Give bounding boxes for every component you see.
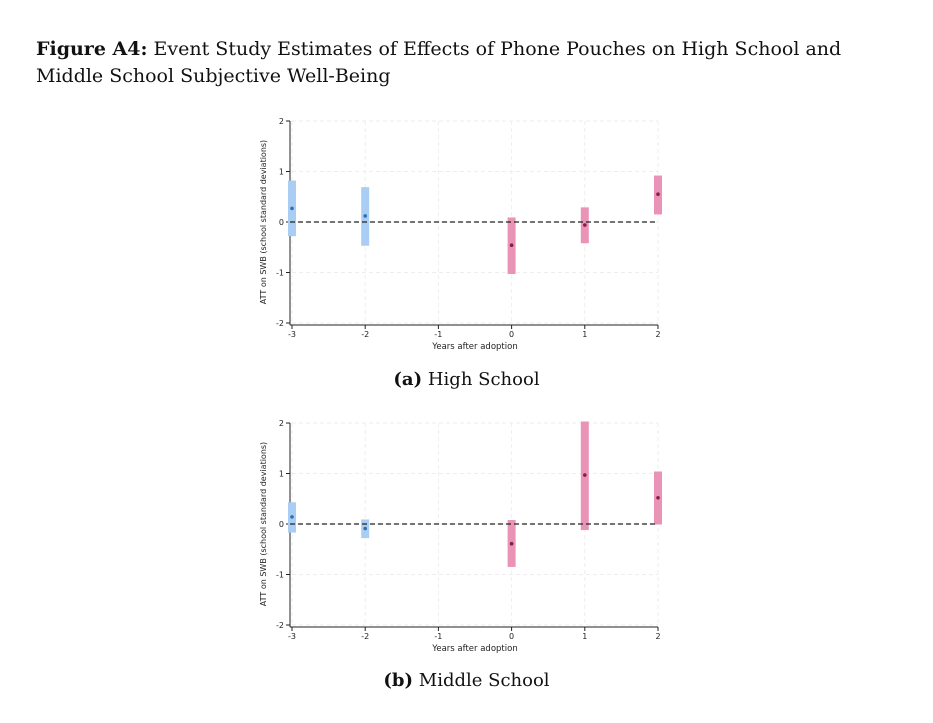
caption-letter: (b) — [383, 670, 414, 691]
point-estimate — [363, 526, 367, 531]
x-tick-label: -3 — [288, 632, 296, 641]
y-tick-label: -1 — [276, 571, 284, 580]
y-tick-label: -1 — [276, 269, 284, 278]
caption-text: Middle School — [418, 670, 550, 691]
x-tick-label: 2 — [655, 330, 660, 339]
y-tick-label: 0 — [279, 520, 284, 529]
x-tick-label: -2 — [361, 330, 369, 339]
figure-title: Figure A4: Event Study Estimates of Effe… — [36, 36, 906, 90]
point-estimate — [583, 473, 587, 477]
figure-label: Figure A4: — [36, 38, 148, 60]
point-estimate — [656, 192, 660, 197]
chart-middle-school: 2 1 0 -1 -2 -3 -2 -1 0 1 2 Years after adoption ATT … — [259, 419, 662, 654]
chart-panel-high-school: 2 1 0 -1 -2 -3 -2 -1 0 1 2 Years after adoption ATT … — [240, 112, 680, 362]
point-estimate — [656, 495, 660, 500]
x-axis-label: Years after adoption — [431, 342, 517, 352]
x-tick-label: 0 — [509, 632, 514, 641]
x-tick-label: -3 — [288, 330, 296, 339]
x-tick-label: -1 — [434, 632, 442, 641]
point-estimate — [509, 243, 514, 248]
caption-high-school: (a) High School — [0, 369, 933, 390]
y-axis-label: ATT on SWB (school standard deviations) — [259, 442, 268, 606]
point-estimate — [583, 223, 587, 227]
caption-middle-school: (b) Middle School — [0, 670, 933, 691]
point-estimate — [290, 515, 294, 519]
y-tick-label: 1 — [279, 168, 284, 177]
x-axis-label: Years after adoption — [431, 644, 517, 654]
chart-panel-middle-school: 2 1 0 -1 -2 -3 -2 -1 0 1 2 Years after adoption ATT … — [240, 414, 680, 664]
x-tick-label: 0 — [509, 330, 514, 339]
y-tick-label: -2 — [276, 621, 284, 630]
caption-text: High School — [427, 369, 540, 390]
x-tick-label: 2 — [655, 632, 660, 641]
y-tick-label: 1 — [279, 470, 284, 479]
x-tick-label: 1 — [582, 330, 587, 339]
point-estimate — [363, 214, 367, 218]
x-tick-label: -2 — [361, 632, 369, 641]
x-tick-label: 1 — [582, 632, 587, 641]
figure-title-text: Event Study Estimates of Effects of Phon… — [36, 38, 842, 87]
x-tick-label: -1 — [434, 330, 442, 339]
caption-letter: (a) — [393, 369, 423, 390]
y-tick-label: 0 — [279, 218, 284, 227]
point-estimate — [509, 541, 514, 546]
y-tick-label: 2 — [279, 419, 284, 428]
point-estimate — [290, 206, 294, 211]
y-tick-label: -2 — [276, 319, 284, 328]
y-axis-label: ATT on SWB (school standard deviations) — [259, 140, 268, 304]
chart-high-school: 2 1 0 -1 -2 -3 -2 -1 0 1 2 Years after adoption ATT … — [259, 117, 662, 352]
y-tick-label: 2 — [279, 117, 284, 126]
